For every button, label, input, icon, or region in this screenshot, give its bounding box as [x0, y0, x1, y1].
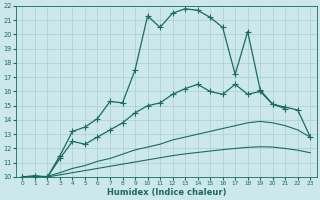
- X-axis label: Humidex (Indice chaleur): Humidex (Indice chaleur): [107, 188, 226, 197]
